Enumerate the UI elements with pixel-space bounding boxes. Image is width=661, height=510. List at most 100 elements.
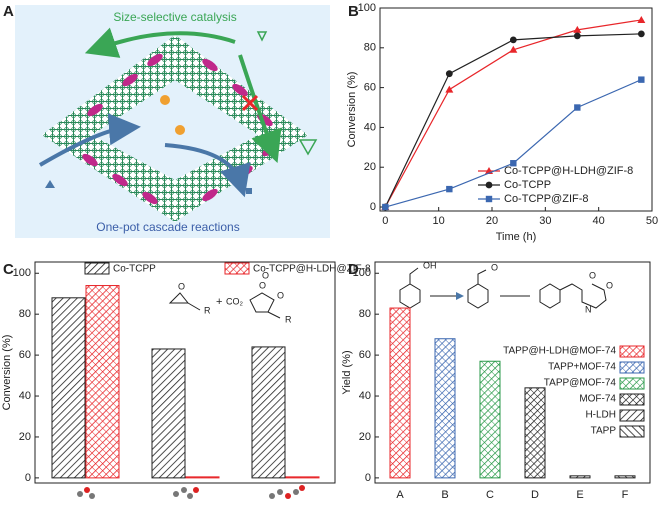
y-tick-label: 60 bbox=[359, 349, 371, 361]
bar bbox=[251, 346, 286, 479]
large-substrate bbox=[298, 139, 318, 156]
marker bbox=[509, 45, 518, 53]
y-tick-label: 80 bbox=[19, 308, 31, 320]
y-tick-label: 100 bbox=[353, 267, 371, 279]
annotation: + bbox=[216, 296, 222, 308]
legend-label: TAPP bbox=[591, 426, 617, 437]
x-axis-label: Time (h) bbox=[496, 231, 537, 243]
green-arrow bbox=[84, 27, 236, 58]
y-axis-label: Conversion (%) bbox=[346, 72, 358, 148]
x-tick-label: D bbox=[531, 489, 539, 501]
y-tick-label: 40 bbox=[19, 390, 31, 402]
product bbox=[246, 188, 252, 194]
legend-label: Co-TCPP@H-LDH@ZIF-8 bbox=[253, 264, 371, 275]
annotation: O bbox=[262, 270, 269, 280]
marker bbox=[573, 25, 582, 33]
legend-swatch bbox=[619, 409, 645, 422]
x-tick-label: 20 bbox=[486, 215, 498, 227]
y-tick-label: 20 bbox=[19, 431, 31, 443]
legend-swatch bbox=[84, 262, 110, 275]
bar bbox=[151, 348, 186, 479]
bar bbox=[185, 476, 220, 479]
epoxide bbox=[168, 292, 201, 311]
panel-label: B bbox=[348, 3, 359, 20]
marker bbox=[573, 32, 581, 40]
plot-frame bbox=[379, 7, 653, 212]
blue-arrow bbox=[38, 113, 141, 167]
bar bbox=[524, 387, 546, 479]
marker bbox=[445, 70, 453, 78]
y-axis-label: Yield (%) bbox=[341, 350, 353, 394]
marker bbox=[446, 185, 453, 193]
x-tick-label: A bbox=[396, 489, 404, 501]
annotation: CO₂ bbox=[226, 296, 244, 306]
y-tick-label: 100 bbox=[13, 267, 31, 279]
legend-swatch bbox=[619, 425, 645, 438]
legend-label: Co-TCPP bbox=[504, 179, 551, 191]
bar bbox=[51, 297, 86, 479]
panel-label: C bbox=[3, 261, 14, 278]
legend-marker bbox=[485, 181, 493, 189]
bar bbox=[285, 476, 320, 479]
annotation: OH bbox=[423, 260, 437, 270]
annotation: R bbox=[204, 305, 211, 315]
porphyrin bbox=[160, 95, 170, 105]
diagram-bottom-text: One-pot cascade reactions bbox=[96, 220, 239, 234]
marker bbox=[382, 203, 389, 211]
y-tick-label: 80 bbox=[359, 308, 371, 320]
marker bbox=[574, 104, 581, 111]
legend-label: Co-TCPP@H-LDH@ZIF-8 bbox=[504, 165, 633, 177]
marker bbox=[510, 160, 517, 167]
diagram-top-text: Size-selective catalysis bbox=[113, 10, 236, 24]
y-tick-label: 40 bbox=[364, 121, 376, 133]
annotation: N bbox=[585, 304, 592, 314]
plot-frame bbox=[34, 261, 336, 484]
x-tick-label: C bbox=[486, 489, 494, 501]
x-tick-label: 10 bbox=[433, 215, 445, 227]
bar bbox=[85, 285, 120, 479]
y-axis-label: Conversion (%) bbox=[1, 335, 13, 411]
panel-label: A bbox=[3, 3, 14, 20]
legend-swatch bbox=[619, 377, 645, 390]
bar bbox=[389, 307, 411, 479]
diagram: Size-selective catalysis One-pot cascade… bbox=[15, 5, 330, 238]
y-tick-label: 100 bbox=[358, 2, 376, 14]
x-tick-label: 0 bbox=[382, 215, 388, 227]
x-tick-label: 30 bbox=[539, 215, 551, 227]
marker bbox=[509, 36, 517, 44]
legend-label: Co-TCPP bbox=[113, 264, 156, 275]
annotation: O bbox=[277, 290, 284, 300]
blue-arrow bbox=[164, 143, 251, 198]
marker bbox=[637, 30, 645, 38]
substrate bbox=[45, 180, 55, 188]
legend-swatch bbox=[224, 262, 250, 275]
legend-swatch bbox=[619, 345, 645, 358]
bar bbox=[614, 475, 636, 479]
y-tick-label: 20 bbox=[364, 161, 376, 173]
legend-label: TAPP+MOF-74 bbox=[548, 362, 616, 373]
annotation: R bbox=[285, 314, 292, 324]
bar bbox=[569, 475, 591, 479]
legend-marker bbox=[485, 195, 493, 203]
x-tick-label: B bbox=[441, 489, 448, 501]
scheme-d bbox=[399, 267, 607, 309]
y-tick-label: 40 bbox=[359, 390, 371, 402]
annotation: O bbox=[589, 270, 596, 280]
small-substrate bbox=[256, 31, 268, 42]
y-tick-label: 60 bbox=[364, 82, 376, 94]
x-tick-label: 50 bbox=[646, 215, 658, 227]
plot-frame bbox=[374, 261, 651, 484]
y-tick-label: 20 bbox=[359, 431, 371, 443]
legend-swatch bbox=[619, 361, 645, 374]
y-tick-label: 0 bbox=[365, 472, 371, 484]
annotation: O bbox=[606, 280, 613, 290]
x-tick-label: E bbox=[576, 489, 583, 501]
annotation: O bbox=[491, 262, 498, 272]
legend-label: Co-TCPP@ZIF-8 bbox=[504, 193, 589, 205]
panel-label: D bbox=[348, 261, 359, 278]
marker bbox=[637, 15, 646, 23]
y-tick-label: 80 bbox=[364, 42, 376, 54]
blocked-mark bbox=[241, 94, 259, 112]
legend-label: H-LDH bbox=[585, 410, 616, 421]
